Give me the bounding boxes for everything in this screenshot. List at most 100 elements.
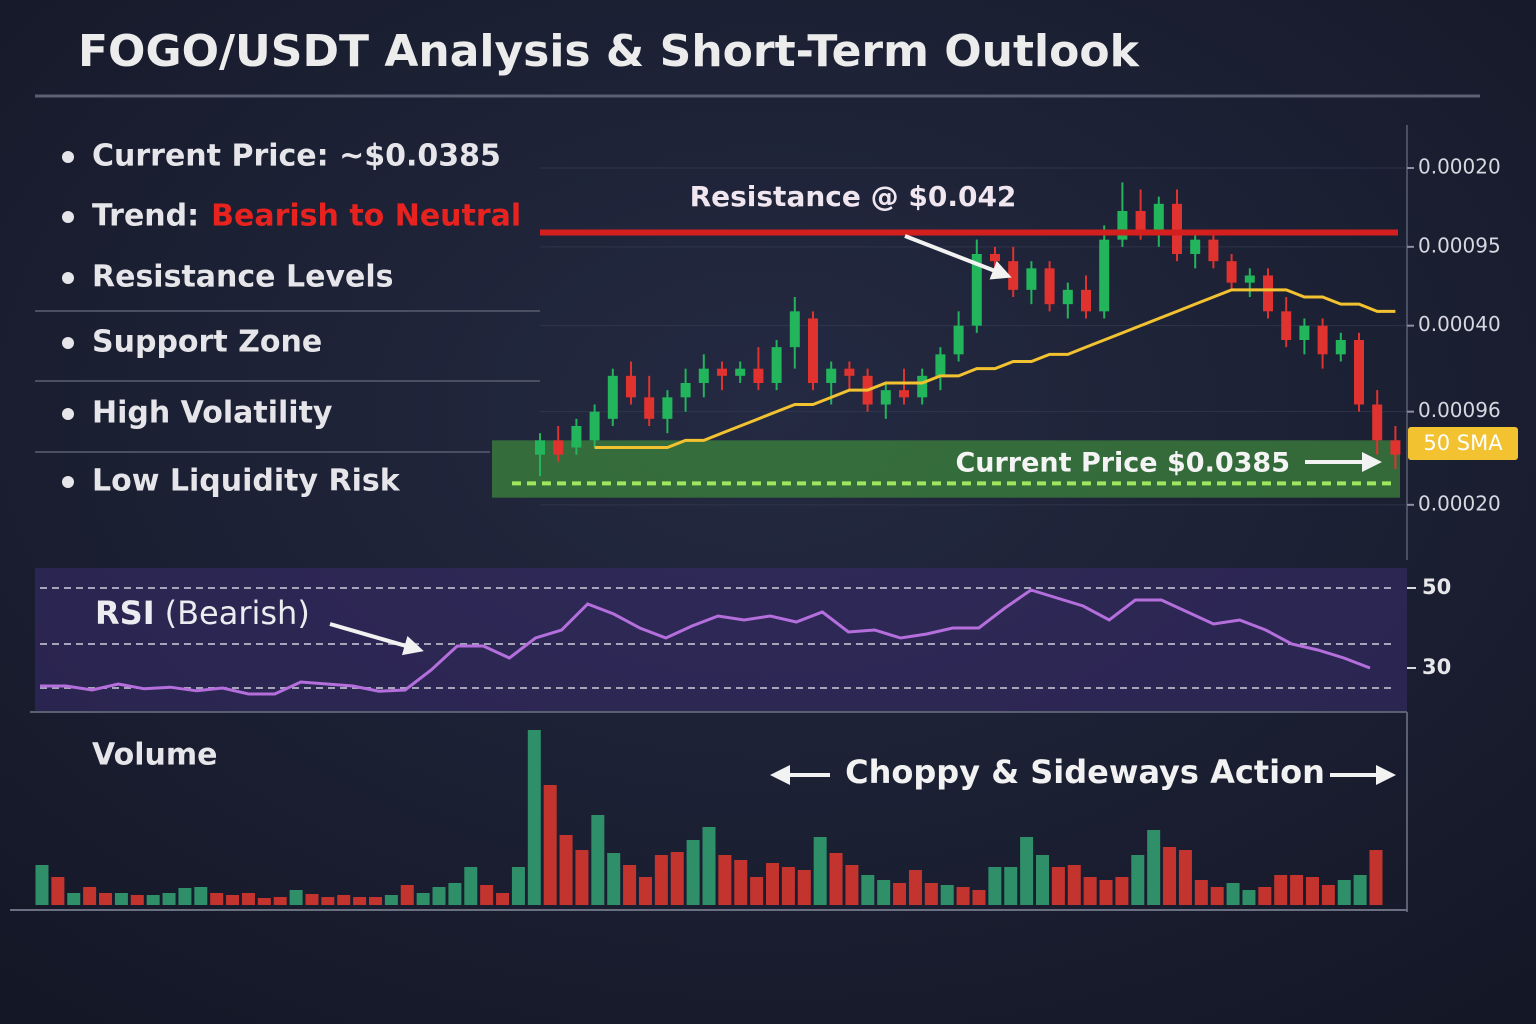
- rsi-subtitle: (Bearish): [165, 594, 310, 632]
- candle-body: [680, 383, 691, 398]
- volume-bar: [257, 898, 271, 905]
- volume-bar: [623, 865, 637, 905]
- volume-bar: [273, 897, 287, 905]
- candle-body: [1081, 289, 1091, 312]
- candle-body: [917, 375, 928, 398]
- candle-body: [1117, 211, 1128, 240]
- volume-bar: [1369, 850, 1383, 905]
- volume-bar: [99, 893, 113, 905]
- volume-bar: [1274, 875, 1288, 905]
- volume-bar: [607, 853, 621, 905]
- volume-bar: [1305, 877, 1319, 905]
- volume-bar: [861, 875, 875, 905]
- volume-bar: [893, 883, 907, 905]
- rsi-title: RSI: [95, 594, 155, 632]
- candle-body: [626, 375, 636, 398]
- volume-title: Volume: [92, 738, 217, 773]
- volume-bar: [305, 894, 319, 905]
- volume-bar: [1337, 880, 1351, 905]
- candle-body: [644, 397, 655, 419]
- volume-bar: [130, 895, 144, 905]
- candle-body: [1281, 311, 1292, 340]
- volume-bar: [432, 887, 446, 905]
- volume-bar: [83, 887, 97, 905]
- candle-body: [753, 368, 764, 383]
- bullet-text: Current Price: ~$0.0385: [92, 139, 501, 174]
- volume-bar: [1321, 885, 1335, 905]
- bullet-dot: [62, 408, 74, 420]
- volume-bar: [654, 855, 668, 905]
- volume-bar: [35, 865, 49, 905]
- volume-bar: [686, 840, 700, 905]
- y-tick-label: 30: [1422, 655, 1451, 679]
- candle-body: [607, 375, 618, 419]
- volume-bar: [511, 867, 525, 905]
- rsi-panel: [35, 568, 1407, 711]
- volume-bar: [1147, 830, 1161, 905]
- candle-body: [1135, 211, 1146, 233]
- volume-bar: [527, 730, 541, 905]
- candle-body: [735, 368, 746, 376]
- candle-body: [1354, 340, 1364, 405]
- volume-bar: [369, 897, 382, 905]
- candle-body: [1244, 275, 1255, 283]
- rsi-line: [40, 588, 1371, 696]
- volume-bar: [781, 867, 795, 905]
- bullet-text: Resistance Levels: [92, 260, 393, 295]
- volume-bar: [1083, 877, 1097, 905]
- volume-bar: [384, 895, 398, 905]
- candle-body: [808, 318, 818, 383]
- volume-bar: [877, 880, 891, 905]
- volume-bar: [638, 877, 652, 905]
- volume-bar: [162, 893, 176, 905]
- candle-body: [553, 440, 564, 455]
- volume-bar: [67, 893, 81, 905]
- volume-bar: [559, 835, 573, 905]
- volume-bar: [226, 895, 240, 905]
- volume-bar: [1131, 855, 1145, 905]
- volume-bar: [289, 890, 303, 905]
- volume-bar: [1004, 867, 1018, 905]
- volume-bar: [845, 865, 859, 905]
- volume-bar: [1226, 883, 1240, 905]
- page-title: FOGO/USDT Analysis & Short-Term Outlook: [78, 26, 1141, 77]
- volume-bar: [718, 855, 732, 905]
- support-zone: [492, 440, 1400, 498]
- resistance-label: Resistance @ $0.042: [690, 180, 1017, 213]
- arrow: [329, 622, 424, 656]
- volume-bar: [1067, 865, 1081, 905]
- volume-bar: [337, 895, 351, 905]
- volume-bar: [940, 885, 954, 905]
- candle-body: [1099, 239, 1110, 312]
- candle-body: [1335, 340, 1346, 355]
- volume-bar: [416, 893, 430, 905]
- volume-annotation: Choppy & Sideways Action: [845, 753, 1325, 791]
- volume-bar: [1020, 837, 1034, 905]
- chart-layer: Current Price: ~$0.0385 Trend: Bearish to …: [35, 139, 1518, 905]
- volume-bar: [702, 827, 716, 905]
- y-tick-label: 0.00096: [1418, 398, 1501, 422]
- volume-bar: [750, 877, 764, 905]
- volume-bar: [1258, 887, 1272, 905]
- volume-bar: [353, 897, 367, 905]
- candle-body: [1153, 203, 1164, 233]
- y-tick-label: 0.00020: [1418, 155, 1501, 179]
- candle-body: [571, 426, 582, 448]
- candle-body: [1190, 239, 1201, 254]
- volume-bar: [670, 852, 684, 905]
- volume-bar: [146, 895, 160, 905]
- candle-body: [589, 411, 600, 441]
- volume-bar: [1290, 875, 1304, 905]
- candle-body: [1026, 268, 1037, 290]
- candle-body: [1317, 325, 1328, 355]
- volume-bar: [1242, 890, 1256, 905]
- volume-bar: [829, 853, 843, 905]
- volume-bar: [1099, 880, 1113, 905]
- sma-label: 50 SMA: [1423, 431, 1503, 455]
- volume-bar: [591, 815, 605, 905]
- candle-body: [953, 325, 964, 355]
- candle-body: [1208, 239, 1219, 262]
- candle-body: [1390, 440, 1401, 455]
- candle-body: [698, 368, 709, 383]
